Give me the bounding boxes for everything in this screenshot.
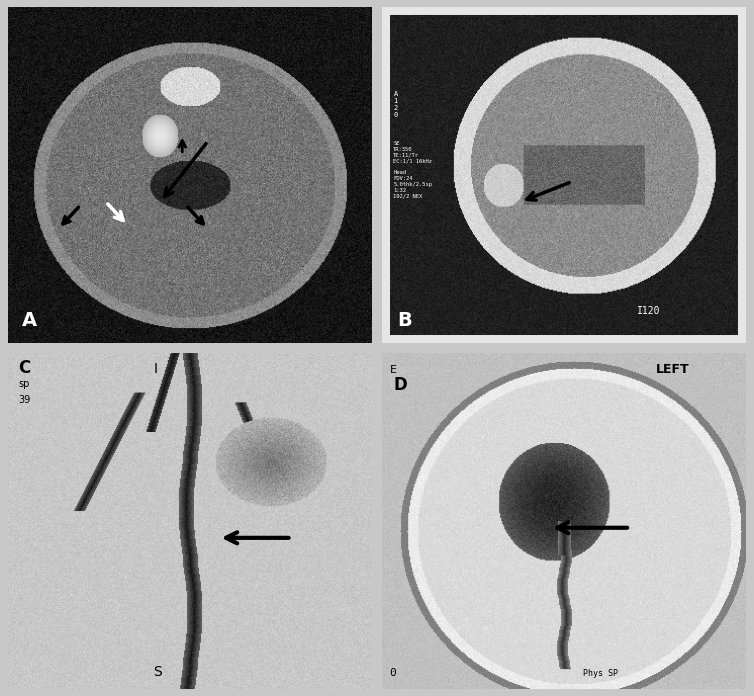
Text: D: D (394, 376, 407, 394)
Text: SE
TR:350
TE:11/Tr
EC:1/1 16kHz

Head
FOV:24
5.0thk/2.5sp
1:32
192/2 NEX: SE TR:350 TE:11/Tr EC:1/1 16kHz Head FOV… (394, 141, 432, 198)
Text: LEFT: LEFT (655, 363, 689, 377)
Text: A
1
2
0: A 1 2 0 (394, 91, 397, 118)
Text: 39: 39 (18, 395, 31, 406)
Text: 0: 0 (390, 667, 397, 678)
Text: E: E (390, 365, 397, 375)
Text: S: S (153, 665, 162, 679)
Text: sp: sp (18, 379, 30, 388)
Text: B: B (397, 311, 412, 330)
Text: I: I (153, 362, 157, 377)
Text: I120: I120 (637, 306, 661, 316)
Text: Phys SP: Phys SP (583, 669, 618, 678)
Text: C: C (18, 359, 31, 377)
Text: A: A (22, 311, 37, 330)
